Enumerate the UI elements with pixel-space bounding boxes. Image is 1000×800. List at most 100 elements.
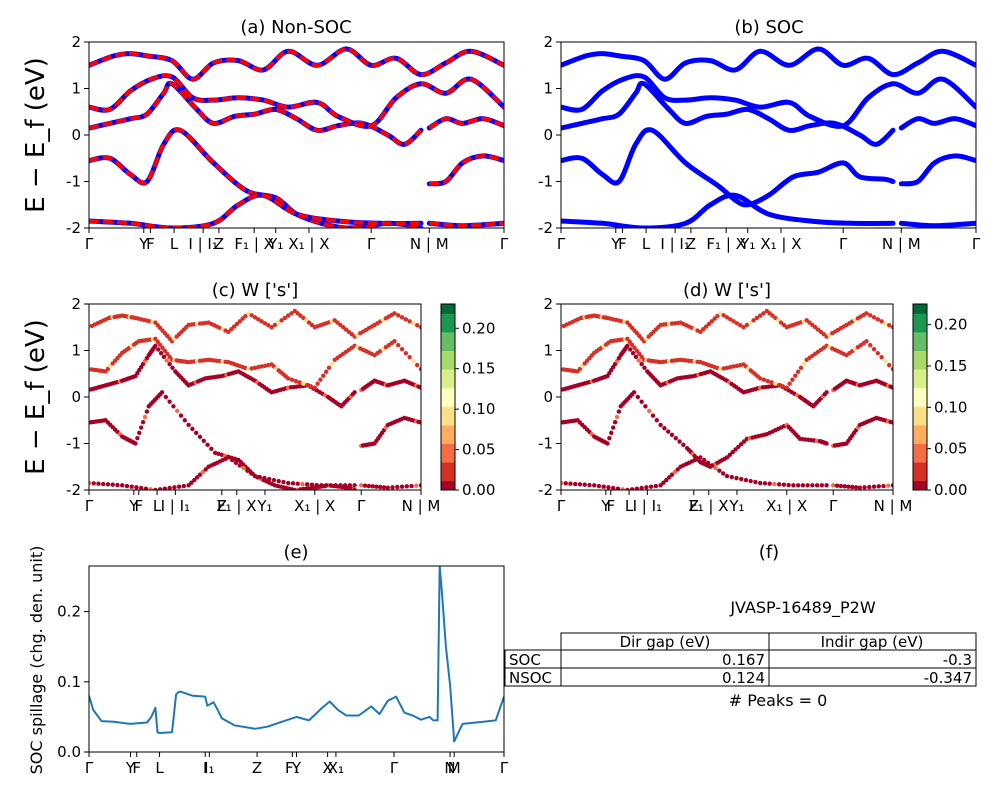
band-point xyxy=(231,324,237,329)
colorbar-segment xyxy=(441,313,455,319)
x-tick-label: Z xyxy=(686,235,696,253)
colorbar-segment xyxy=(441,387,455,393)
band-point xyxy=(167,399,172,404)
band-point xyxy=(875,350,881,356)
band-point xyxy=(290,481,296,486)
band-point xyxy=(592,483,597,488)
band-point xyxy=(871,315,877,320)
band-line-1 xyxy=(898,153,976,187)
band-point xyxy=(625,336,630,342)
band-point xyxy=(606,485,611,490)
colorbar-segment xyxy=(441,350,455,356)
band-point xyxy=(205,442,210,448)
band-point xyxy=(787,381,792,386)
table-cell-nsoc-indir: -0.347 xyxy=(924,669,972,687)
band-point xyxy=(846,484,851,489)
band-point xyxy=(249,366,254,371)
panel-c-points xyxy=(89,308,421,490)
colorbar-segment xyxy=(441,438,455,444)
band-point xyxy=(698,455,703,460)
band-point xyxy=(614,414,620,420)
colorbar-segment xyxy=(913,304,927,310)
band-point xyxy=(767,481,772,486)
band-point xyxy=(144,409,150,414)
peaks-label: # Peaks = 0 xyxy=(729,691,828,710)
band-point xyxy=(738,362,743,368)
band-point xyxy=(736,444,741,450)
band-line-overlay-5 xyxy=(89,46,504,82)
x-tick-label: F xyxy=(618,235,627,253)
band-point xyxy=(171,404,176,409)
colorbar-tick-label: 0.10 xyxy=(934,398,967,416)
band-point xyxy=(153,343,158,349)
band-point xyxy=(650,413,656,418)
band-point xyxy=(838,483,844,489)
colorbar-segment xyxy=(441,457,455,463)
y-tick-label: 0.2 xyxy=(57,603,81,621)
band-point xyxy=(814,483,820,488)
y-tick-label: 0 xyxy=(71,388,81,406)
band-point xyxy=(701,327,706,332)
band-point xyxy=(616,409,622,414)
band-point xyxy=(396,342,401,348)
band-point xyxy=(632,345,637,351)
band-point xyxy=(609,430,614,436)
x-tick-label: Γ xyxy=(85,759,94,777)
band-point xyxy=(890,385,893,390)
panel-b-bands xyxy=(561,46,976,228)
band-point xyxy=(266,362,271,368)
band-point xyxy=(648,484,654,489)
colorbar-segment xyxy=(441,308,455,314)
colorbar-segment xyxy=(913,462,927,468)
band-point xyxy=(323,483,329,488)
band-point xyxy=(101,481,106,487)
band-point xyxy=(167,361,172,367)
band-point xyxy=(256,364,261,370)
band-line-7 xyxy=(898,220,976,228)
band-point xyxy=(309,482,315,487)
band-point xyxy=(167,354,172,360)
band-point xyxy=(620,487,625,490)
band-point xyxy=(661,480,666,485)
band-line-overlay-7 xyxy=(429,221,504,228)
colorbar-segment xyxy=(913,322,927,328)
band-point xyxy=(237,463,243,468)
band-point xyxy=(739,476,744,482)
panel-e-title: (e) xyxy=(283,542,308,563)
band-point xyxy=(352,483,357,488)
x-tick-label: F₁ | X xyxy=(689,497,729,515)
band-point xyxy=(634,348,640,354)
band-point xyxy=(352,487,357,490)
colorbar-segment xyxy=(441,448,455,454)
band-point xyxy=(666,475,672,480)
y-tick-label: 1 xyxy=(71,80,81,98)
x-tick-label: Γ xyxy=(500,235,509,253)
colorbar-segment xyxy=(913,401,927,407)
band-point xyxy=(776,482,782,487)
band-point xyxy=(890,366,893,372)
band-line-overlay-3 xyxy=(428,116,504,130)
y-tick-label: 1 xyxy=(543,80,553,98)
band-point xyxy=(259,319,264,324)
band-point xyxy=(312,385,317,390)
colorbar-segment xyxy=(913,480,927,486)
band-point xyxy=(639,485,644,490)
panel-a-bands xyxy=(89,46,504,228)
band-point xyxy=(772,481,777,487)
band-point xyxy=(709,463,715,468)
band-point xyxy=(140,420,146,425)
band-point xyxy=(731,319,736,324)
x-tick-label: Γ xyxy=(500,759,509,777)
band-point xyxy=(703,324,709,329)
band-point xyxy=(724,365,730,370)
band-point xyxy=(853,485,859,490)
band-point xyxy=(824,441,829,446)
x-tick-label: Z xyxy=(689,497,699,515)
colorbar-segment xyxy=(441,327,455,333)
band-point xyxy=(724,315,730,320)
band-point xyxy=(769,380,774,385)
x-tick-label: Y xyxy=(128,497,139,515)
x-tick-label: Γ xyxy=(85,235,94,253)
x-tick-label: Γ xyxy=(390,759,399,777)
